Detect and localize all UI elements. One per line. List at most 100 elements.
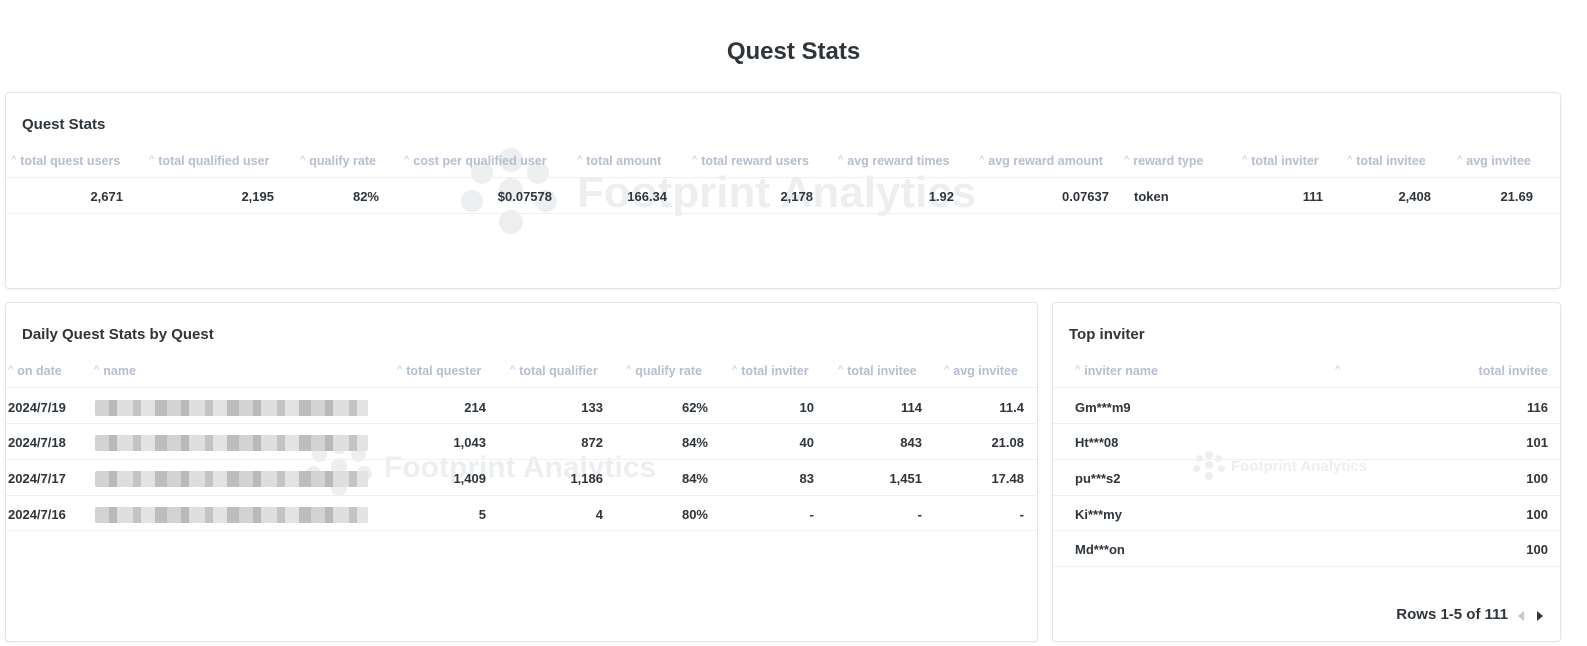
column-header[interactable]: ^ inviter name — [1075, 364, 1158, 378]
inviter-name: Md***on — [1075, 542, 1125, 557]
sort-icon: ^ — [838, 154, 844, 164]
watermark-text: Footprint Analytics — [1231, 457, 1368, 475]
table-cell: 214 — [464, 400, 486, 415]
table-cell: $0.07578 — [497, 189, 552, 204]
column-header[interactable]: ^ total amount — [577, 154, 662, 168]
table-cell: 1,186 — [570, 471, 603, 486]
sort-icon: ^ — [397, 364, 403, 374]
sort-icon: ^ — [1242, 154, 1248, 164]
inviter-name: pu***s2 — [1075, 471, 1121, 486]
sort-icon: ^ — [404, 154, 410, 164]
watermark-text: Footprint Analytics — [384, 451, 657, 484]
table-cell: 2,408 — [1398, 189, 1431, 204]
column-header[interactable]: ^ cost per qualified user — [404, 154, 547, 168]
table-cell: 82% — [352, 189, 379, 204]
footprint-logo-icon — [1193, 451, 1225, 481]
redacted-name — [95, 435, 368, 451]
table-cell: 2,671 — [90, 189, 123, 204]
table-cell: 1,043 — [453, 435, 486, 450]
sort-icon: ^ — [149, 154, 155, 164]
sort-icon: ^ — [1347, 154, 1353, 164]
sort-icon: ^ — [577, 154, 583, 164]
table-cell-date: 2024/7/18 — [8, 435, 66, 450]
column-header[interactable]: ^ total reward users — [692, 154, 809, 168]
sort-icon: ^ — [1124, 154, 1130, 164]
table-cell: 5 — [478, 507, 486, 522]
table-cell: 2,195 — [241, 189, 274, 204]
column-header[interactable]: ^ total invitee — [1347, 154, 1426, 168]
sort-icon: ^ — [838, 364, 844, 374]
sort-icon: ^ — [732, 364, 738, 374]
quest-stats-card: Quest Stats Footprint Analytics ^ total q… — [5, 92, 1561, 289]
sort-icon: ^ — [300, 154, 306, 164]
table-cell: 114 — [901, 400, 922, 415]
table-cell-date: 2024/7/16 — [8, 507, 66, 522]
card-title: Top inviter — [1069, 326, 1145, 343]
sort-icon: ^ — [626, 364, 632, 374]
sort-icon: ^ — [94, 364, 100, 374]
redacted-name — [95, 400, 368, 416]
table-cell: token — [1134, 189, 1169, 204]
column-header[interactable]: ^ avg reward amount — [979, 154, 1103, 168]
inviter-invitee: 116 — [1527, 400, 1548, 415]
table-cell: 843 — [900, 435, 922, 450]
top-inviter-card: Top inviter Footprint Analytics ^ inviter… — [1052, 302, 1561, 642]
inviter-invitee: 101 — [1526, 435, 1548, 450]
redacted-name — [95, 507, 368, 523]
inviter-name: Ki***my — [1075, 507, 1122, 522]
page-title: Quest Stats — [726, 38, 861, 65]
table-cell: 80% — [681, 507, 708, 522]
table-cell: 2,178 — [780, 189, 813, 204]
column-header[interactable]: ^ qualify rate — [626, 364, 702, 378]
column-header[interactable]: ^ qualify rate — [300, 154, 376, 168]
column-header[interactable]: ^ total invitee — [838, 364, 917, 378]
pagination-label: Rows 1-5 of 111 — [1396, 606, 1508, 623]
table-cell: 21.08 — [991, 435, 1024, 450]
column-header[interactable]: ^ total inviter — [1242, 154, 1319, 168]
table-cell: 17.48 — [991, 471, 1024, 486]
column-header[interactable]: ^ avg invitee — [1457, 154, 1531, 168]
table-cell: - — [809, 507, 814, 522]
sort-icon: ^ — [11, 154, 17, 164]
table-cell: 133 — [581, 400, 603, 415]
column-header[interactable]: ^ on date — [8, 364, 62, 378]
column-header[interactable]: total invitee — [1478, 364, 1548, 378]
redacted-name — [95, 471, 368, 487]
table-cell: 84% — [681, 471, 708, 486]
card-title: Daily Quest Stats by Quest — [22, 326, 214, 343]
column-header[interactable]: ^ total inviter — [732, 364, 809, 378]
inviter-invitee: 100 — [1526, 542, 1548, 557]
table-cell-date: 2024/7/17 — [8, 471, 66, 486]
column-header[interactable]: ^ total quester — [397, 364, 482, 378]
sort-icon[interactable]: ^ — [1335, 364, 1341, 374]
table-cell: 21.69 — [1500, 189, 1533, 204]
card-title: Quest Stats — [22, 116, 106, 133]
table-cell: 4 — [595, 507, 603, 522]
sort-icon: ^ — [944, 364, 950, 374]
column-header[interactable]: ^ total qualified user — [149, 154, 270, 168]
table-cell: 40 — [799, 435, 814, 450]
table-cell: 11.4 — [999, 400, 1024, 415]
table-cell: 62% — [681, 400, 708, 415]
column-header[interactable]: ^ total qualifier — [510, 364, 598, 378]
table-cell: - — [917, 507, 922, 522]
table-cell: 1.92 — [928, 189, 954, 204]
table-cell: 111 — [1302, 189, 1323, 204]
inviter-invitee: 100 — [1526, 471, 1548, 486]
prev-page-icon[interactable] — [1518, 611, 1524, 621]
sort-icon: ^ — [1075, 364, 1081, 374]
table-cell: 1,451 — [889, 471, 922, 486]
table-cell: 83 — [799, 471, 814, 486]
sort-icon: ^ — [979, 154, 985, 164]
next-page-icon[interactable] — [1537, 611, 1543, 621]
table-cell: 10 — [799, 400, 814, 415]
column-header[interactable]: ^ reward type — [1124, 154, 1204, 168]
column-header[interactable]: ^ avg invitee — [944, 364, 1018, 378]
table-cell: 84% — [681, 435, 708, 450]
column-header[interactable]: ^ total quest users — [11, 154, 121, 168]
table-cell: 872 — [581, 435, 603, 450]
column-header[interactable]: ^ name — [94, 364, 136, 378]
column-header[interactable]: ^ avg reward times — [838, 154, 950, 168]
watermark: Footprint Analytics — [1193, 451, 1367, 481]
sort-icon: ^ — [8, 364, 14, 374]
